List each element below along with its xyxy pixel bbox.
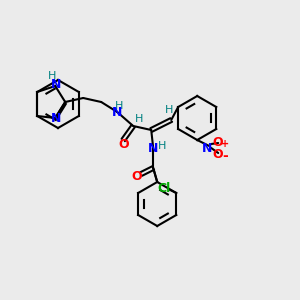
Text: N: N	[51, 79, 62, 92]
Text: O: O	[131, 169, 142, 182]
Text: O: O	[212, 148, 223, 160]
Text: -: -	[222, 149, 228, 163]
Text: H: H	[158, 141, 166, 151]
Text: N: N	[51, 112, 62, 124]
Text: H: H	[165, 105, 173, 115]
Text: +: +	[221, 139, 229, 149]
Text: N: N	[148, 142, 158, 154]
Text: H: H	[48, 71, 56, 81]
Text: H: H	[115, 101, 123, 111]
Text: O: O	[118, 139, 128, 152]
Text: O: O	[212, 136, 223, 148]
Text: N: N	[112, 106, 122, 118]
Text: Cl: Cl	[158, 182, 171, 194]
Text: H: H	[135, 114, 143, 124]
Text: N: N	[202, 142, 212, 154]
